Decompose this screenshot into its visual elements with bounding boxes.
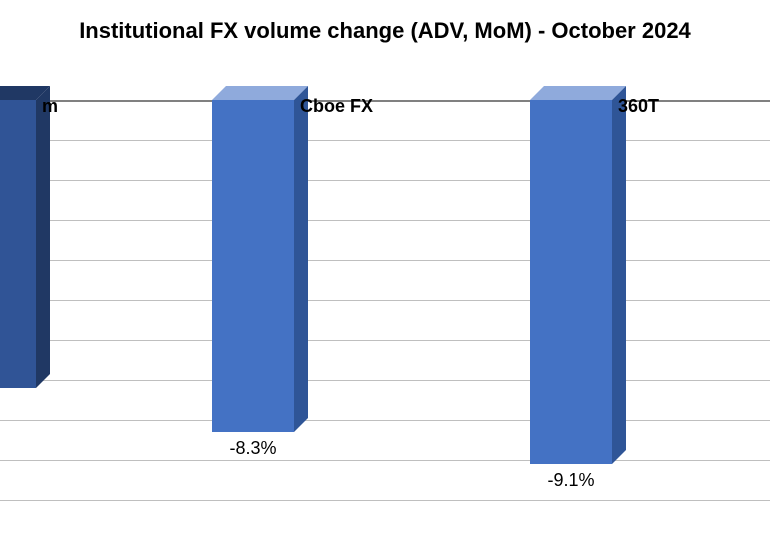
grid-line [0, 260, 770, 261]
bar [0, 100, 50, 402]
bar [212, 100, 308, 446]
grid-line [0, 500, 770, 501]
bar-value-label: -8.3% [172, 438, 334, 459]
grid-line [0, 340, 770, 341]
bar-front-face [0, 100, 36, 388]
bar-side-face [36, 86, 50, 388]
chart-plot-area: mCboe FX-8.3%360T-9.1% [0, 50, 770, 520]
bar-front-face [212, 100, 294, 432]
grid-line [0, 420, 770, 421]
bar-top-face [530, 86, 626, 100]
grid-line [0, 220, 770, 221]
bar-category-label: 360T [618, 96, 770, 117]
bar-front-face [530, 100, 612, 464]
grid-line [0, 140, 770, 141]
bar-side-face [294, 86, 308, 432]
grid-line [0, 380, 770, 381]
bar-side-face [612, 86, 626, 464]
bar [530, 100, 626, 478]
bar-value-label: -9.1% [490, 470, 652, 491]
grid-line [0, 180, 770, 181]
grid-line [0, 460, 770, 461]
bar-category-label: Cboe FX [300, 96, 500, 117]
bar-top-face [212, 86, 308, 100]
grid-line [0, 300, 770, 301]
chart-title: Institutional FX volume change (ADV, MoM… [0, 0, 770, 50]
